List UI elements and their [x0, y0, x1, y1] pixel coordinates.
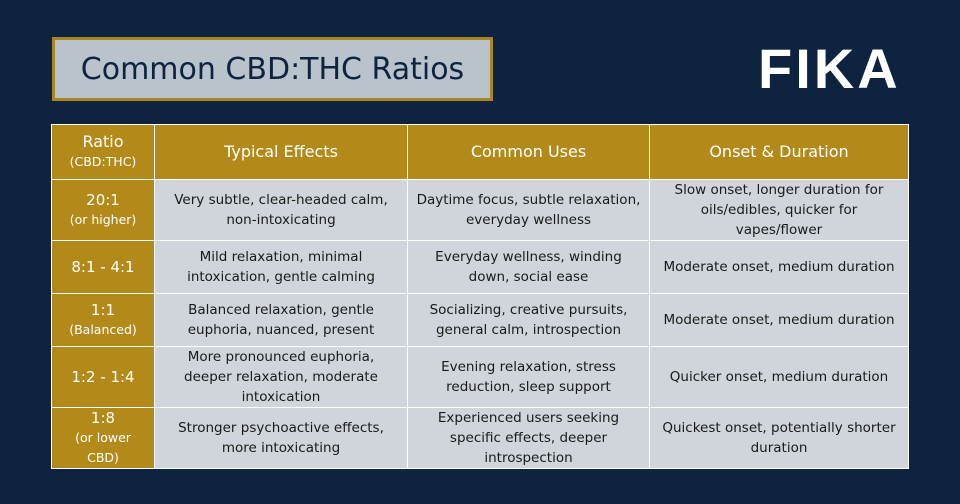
onset-cell: Moderate onset, medium duration	[649, 240, 909, 294]
table-row: 8:1 - 4:1 Mild relaxation, minimal intoxi…	[51, 240, 909, 294]
ratio-note: (Balanced)	[69, 322, 137, 337]
ratio-cell: 20:1 (or higher)	[51, 179, 155, 241]
column-header: Typical Effects	[154, 124, 408, 180]
logo: FIKA	[758, 37, 901, 100]
ratio-cell: 8:1 - 4:1	[51, 240, 155, 294]
ratio: 1:1	[90, 301, 116, 319]
onset: Quicker onset, medium duration	[669, 369, 889, 385]
ratio-table: Ratio (CBD:THC) Typical Effects Common Uses…	[51, 124, 909, 469]
ratio: 20:1	[86, 191, 120, 209]
effects: Balanced relaxation, gentle euphoria, nu…	[187, 302, 375, 338]
onset-cell: Quicker onset, medium duration	[649, 346, 909, 408]
onset: Quickest onset, potentially shorter dura…	[662, 420, 896, 456]
ratio-note: (or higher)	[69, 212, 137, 227]
column-header: Ratio (CBD:THC)	[51, 124, 155, 180]
table-row: 1:2 - 1:4 More pronounced euphoria, deepe…	[51, 346, 909, 408]
onset-cell: Moderate onset, medium duration	[649, 293, 909, 347]
effects-cell: More pronounced euphoria, deeper relaxat…	[154, 346, 408, 408]
uses: Daytime focus, subtle relaxation, everyd…	[416, 192, 641, 228]
ratio-cell: 1:1 (Balanced)	[51, 293, 155, 347]
column-label: Common Uses	[470, 142, 587, 161]
table-row: 1:8 (or lower CBD) Stronger psychoactive e…	[51, 407, 909, 469]
uses-cell: Daytime focus, subtle relaxation, everyd…	[407, 179, 650, 241]
column-note: (CBD:THC)	[69, 154, 137, 169]
ratio: 1:2 - 1:4	[71, 368, 135, 386]
column-label: Onset & Duration	[709, 142, 849, 161]
title-box: Common CBD:THC Ratios	[52, 37, 493, 101]
effects-cell: Balanced relaxation, gentle euphoria, nu…	[154, 293, 408, 347]
effects-cell: Mild relaxation, minimal intoxication, g…	[154, 240, 408, 294]
effects: Very subtle, clear-headed calm, non-into…	[174, 192, 388, 228]
title: Common CBD:THC Ratios	[80, 51, 465, 87]
uses-cell: Experienced users seeking specific effec…	[407, 407, 650, 469]
column-label: Typical Effects	[224, 142, 338, 161]
ratio: 8:1 - 4:1	[71, 258, 135, 276]
ratio-cell: 1:2 - 1:4	[51, 346, 155, 408]
uses: Evening relaxation, stress reduction, sl…	[441, 359, 616, 395]
table-row: 20:1 (or higher) Very subtle, clear-headed…	[51, 179, 909, 241]
onset: Moderate onset, medium duration	[663, 259, 895, 275]
uses-cell: Everyday wellness, winding down, social …	[407, 240, 650, 294]
onset-cell: Quickest onset, potentially shorter dura…	[649, 407, 909, 469]
header-row: Ratio (CBD:THC) Typical Effects Common Uses…	[51, 124, 909, 180]
effects: More pronounced euphoria, deeper relaxat…	[184, 349, 378, 405]
effects: Mild relaxation, minimal intoxication, g…	[187, 249, 375, 285]
column-label: Ratio	[82, 132, 124, 151]
column-header: Common Uses	[407, 124, 650, 180]
onset-cell: Slow onset, longer duration for oils/edi…	[649, 179, 909, 241]
effects-cell: Very subtle, clear-headed calm, non-into…	[154, 179, 408, 241]
ratio: 1:8	[90, 409, 116, 427]
onset: Slow onset, longer duration for oils/edi…	[674, 182, 884, 238]
column-header: Onset & Duration	[649, 124, 909, 180]
uses-cell: Socializing, creative pursuits, general …	[407, 293, 650, 347]
effects-cell: Stronger psychoactive effects, more into…	[154, 407, 408, 469]
uses-cell: Evening relaxation, stress reduction, sl…	[407, 346, 650, 408]
table-row: 1:1 (Balanced) Balanced relaxation, gentle…	[51, 293, 909, 347]
uses: Socializing, creative pursuits, general …	[429, 302, 628, 338]
uses: Experienced users seeking specific effec…	[437, 410, 620, 466]
onset: Moderate onset, medium duration	[663, 312, 895, 328]
ratio-note: (or lower CBD)	[75, 430, 131, 465]
effects: Stronger psychoactive effects, more into…	[178, 420, 384, 456]
uses: Everyday wellness, winding down, social …	[435, 249, 622, 285]
ratio-cell: 1:8 (or lower CBD)	[51, 407, 155, 469]
